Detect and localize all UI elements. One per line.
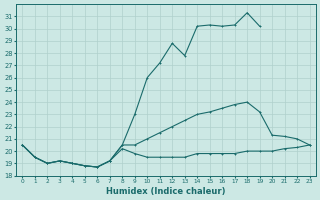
X-axis label: Humidex (Indice chaleur): Humidex (Indice chaleur)	[106, 187, 226, 196]
